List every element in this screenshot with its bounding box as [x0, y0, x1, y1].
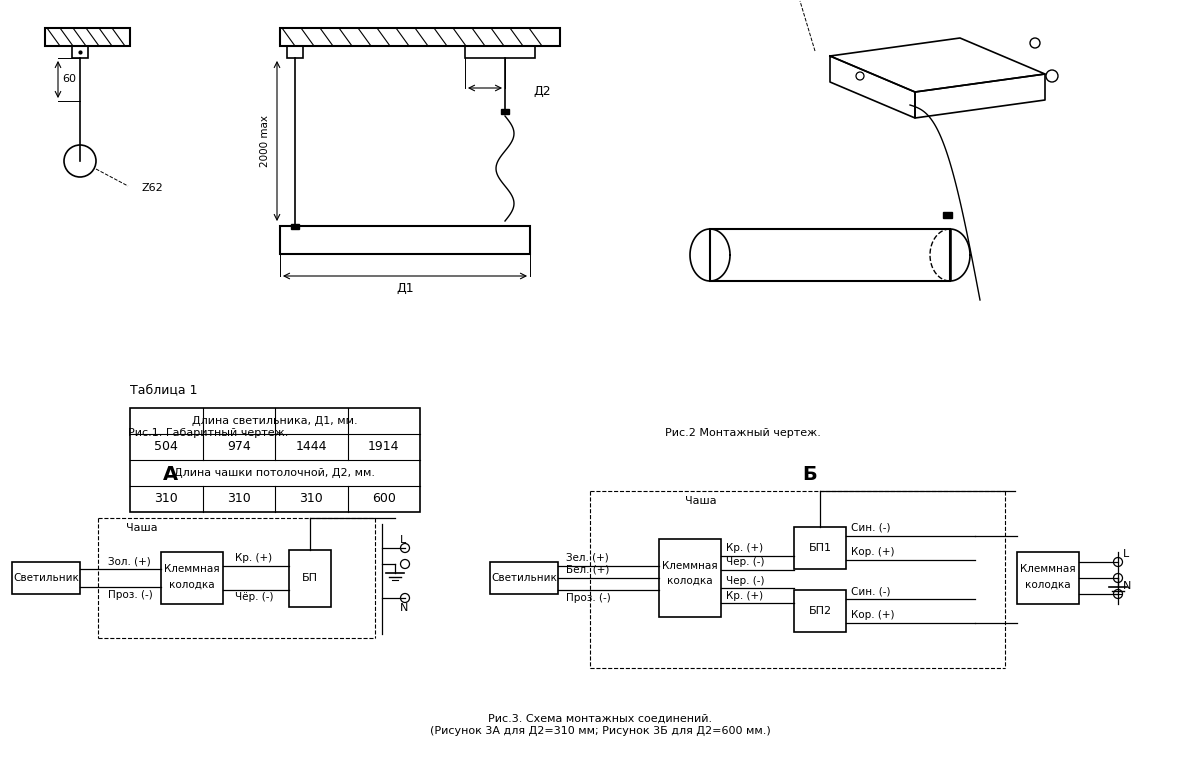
Text: N: N	[1123, 581, 1132, 591]
Bar	[130, 408, 420, 512]
Text: колодка: колодка	[169, 580, 215, 590]
Text: Длина чашки потолочной, Д2, мм.: Длина чашки потолочной, Д2, мм.	[174, 468, 376, 478]
Text: Чаша: Чаша	[126, 523, 157, 533]
Bar	[794, 527, 846, 569]
Text: 310: 310	[155, 493, 178, 505]
Text: Кр. (+): Кр. (+)	[726, 543, 763, 553]
Bar	[287, 46, 302, 58]
Text: Кр. (+): Кр. (+)	[726, 591, 763, 601]
Text: 1444: 1444	[295, 441, 326, 453]
Text: Рис.2 Монтажный чертеж.: Рис.2 Монтажный чертеж.	[665, 428, 821, 438]
Text: БП1: БП1	[809, 543, 832, 553]
Text: 60: 60	[62, 74, 76, 84]
Text: БП2: БП2	[809, 606, 832, 616]
Text: Рис.3. Схема монтажных соединений.
(Рисунок 3А для Д2=310 мм; Рисунок 3Б для Д2=: Рис.3. Схема монтажных соединений. (Рису…	[430, 714, 770, 736]
Text: 600: 600	[372, 493, 396, 505]
Text: А: А	[162, 465, 178, 483]
Text: Бел. (+): Бел. (+)	[566, 565, 610, 575]
Text: Рис.1. Габаритный чертеж.: Рис.1. Габаритный чертеж.	[128, 428, 288, 438]
Text: Таблица 1: Таблица 1	[130, 383, 198, 396]
Text: колодка: колодка	[1025, 580, 1070, 590]
Bar	[292, 224, 299, 229]
Text: колодка: колодка	[667, 576, 713, 586]
Text: Д1: Д1	[396, 282, 414, 295]
Text: 504: 504	[155, 441, 178, 453]
Bar	[280, 28, 560, 46]
Text: N: N	[400, 603, 408, 613]
Text: L: L	[400, 535, 407, 545]
Text: 974: 974	[227, 441, 251, 453]
Text: Светильник: Светильник	[13, 573, 79, 583]
Text: Син. (-): Син. (-)	[851, 586, 890, 596]
Bar	[280, 226, 530, 254]
Text: 1914: 1914	[368, 441, 400, 453]
Bar	[161, 552, 223, 604]
Text: Чер. (-): Чер. (-)	[726, 576, 764, 586]
Text: Зол. (+): Зол. (+)	[108, 556, 151, 566]
Text: Чер. (-): Чер. (-)	[726, 557, 764, 567]
Text: L: L	[1123, 549, 1129, 559]
Text: Проз. (-): Проз. (-)	[566, 593, 611, 603]
Text: 2000 max: 2000 max	[260, 115, 270, 167]
Text: Клеммная: Клеммная	[164, 564, 220, 574]
Bar	[466, 46, 535, 58]
Text: Клеммная: Клеммная	[662, 561, 718, 571]
Text: Син. (-): Син. (-)	[851, 523, 890, 533]
Text: Чёр. (-): Чёр. (-)	[235, 592, 274, 602]
Text: Чаша: Чаша	[685, 496, 716, 506]
Text: Кр. (+): Кр. (+)	[235, 553, 272, 563]
Bar	[46, 28, 130, 46]
Bar	[1018, 552, 1079, 604]
Text: Кор. (+): Кор. (+)	[851, 547, 894, 557]
Bar	[710, 229, 950, 281]
Text: Ζ62: Ζ62	[142, 183, 163, 193]
Text: Д2: Д2	[533, 85, 551, 98]
Text: Проз. (-): Проз. (-)	[108, 590, 152, 600]
Text: БП: БП	[302, 573, 318, 583]
Text: Клеммная: Клеммная	[1020, 564, 1076, 574]
Text: Зел. (+): Зел. (+)	[566, 553, 608, 563]
Bar	[289, 549, 331, 607]
Bar	[943, 212, 952, 218]
Bar	[12, 562, 80, 594]
Text: Длина светильника, Д1, мм.: Длина светильника, Д1, мм.	[192, 416, 358, 426]
Bar	[490, 562, 558, 594]
Bar	[72, 46, 88, 58]
Text: 310: 310	[227, 493, 251, 505]
Bar	[659, 539, 721, 617]
Text: Светильник: Светильник	[491, 573, 557, 583]
Text: Б: Б	[803, 465, 817, 483]
Bar	[502, 109, 509, 114]
Text: Кор. (+): Кор. (+)	[851, 610, 894, 620]
Text: 310: 310	[299, 493, 323, 505]
Bar	[794, 590, 846, 632]
